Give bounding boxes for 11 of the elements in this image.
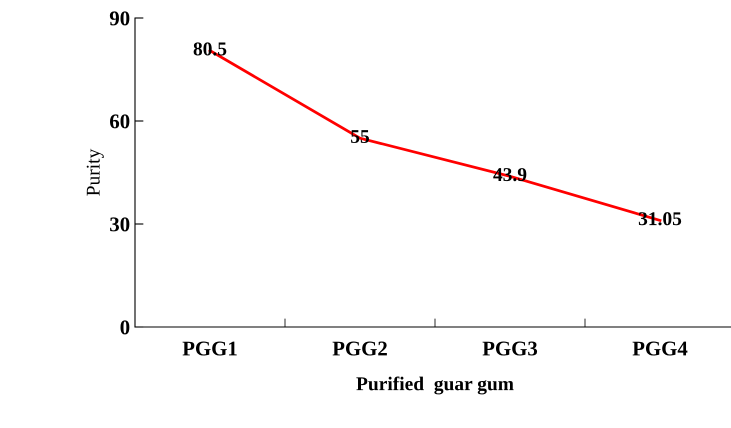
x-tick-label: PGG1 — [182, 342, 237, 356]
y-axis-title: Purity — [86, 148, 104, 196]
y-tick-label: 90 — [110, 11, 130, 26]
x-axis-title: Purified guar gum — [356, 376, 514, 394]
x-tick-label: PGG3 — [482, 342, 538, 356]
x-tick-label: PGG4 — [632, 342, 688, 356]
y-tick-label: 60 — [110, 114, 130, 128]
y-tick-label: 0 — [120, 320, 130, 334]
data-label: 80.5 — [194, 42, 226, 56]
y-tick-label: 30 — [110, 217, 130, 232]
x-tick-label: PGG2 — [332, 342, 387, 356]
